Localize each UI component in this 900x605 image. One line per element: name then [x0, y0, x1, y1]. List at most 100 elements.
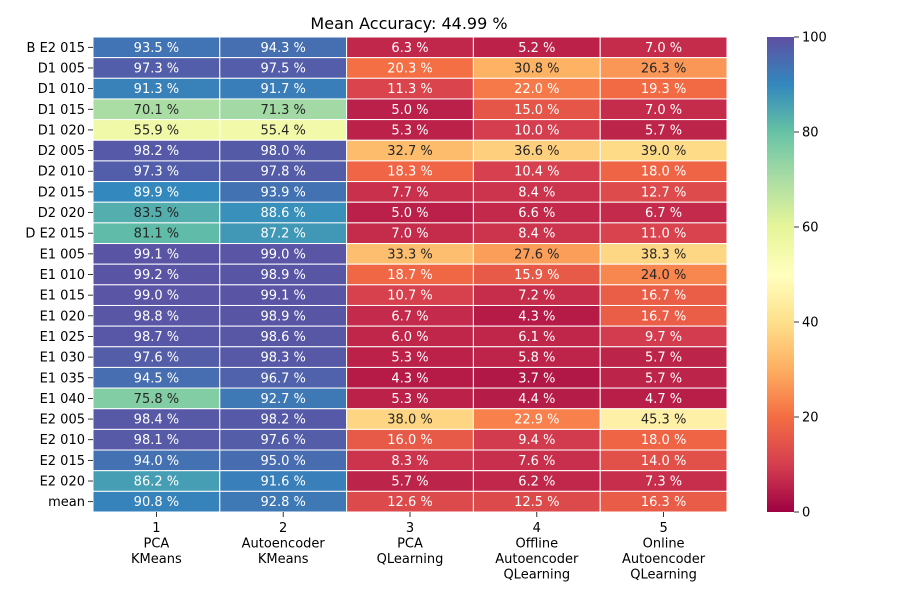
cell-value-label: 93.5 %: [134, 41, 179, 56]
cell-value-label: 26.3 %: [641, 61, 686, 76]
cell-value-label: 5.7 %: [645, 123, 682, 138]
cell-value-label: 33.3 %: [387, 247, 432, 262]
cell-value-label: 22.9 %: [514, 413, 559, 428]
row-label: D2 015: [38, 185, 85, 200]
colorbar-tick-label: 40: [802, 316, 819, 331]
cell-value-label: 86.2 %: [134, 475, 179, 490]
cell-value-label: 87.2 %: [260, 227, 305, 242]
cell-value-label: 98.2 %: [260, 413, 305, 428]
cell-value-label: 83.5 %: [134, 206, 179, 221]
cell-value-label: 22.0 %: [514, 82, 559, 97]
cell-value-label: 90.8 %: [134, 495, 179, 510]
cell-value-label: 32.7 %: [387, 144, 432, 159]
cell-value-label: 38.3 %: [641, 247, 686, 262]
cell-value-label: 10.7 %: [387, 289, 432, 304]
cell-value-label: 5.7 %: [645, 351, 682, 366]
cell-value-label: 81.1 %: [134, 227, 179, 242]
cell-value-label: 6.0 %: [391, 330, 428, 345]
row-label: E2 015: [40, 454, 85, 469]
row-label: E1 025: [40, 330, 85, 345]
cell-value-label: 14.0 %: [641, 454, 686, 469]
cell-value-label: 11.3 %: [387, 82, 432, 97]
cell-value-label: 98.8 %: [134, 309, 179, 324]
column-label: 3 PCA QLearning: [377, 521, 444, 567]
cell-value-label: 8.4 %: [518, 185, 555, 200]
row-label: E1 040: [40, 392, 85, 407]
cell-value-label: 88.6 %: [260, 206, 305, 221]
cell-value-label: 6.1 %: [518, 330, 555, 345]
cell-value-label: 6.6 %: [518, 206, 555, 221]
cell-value-label: 97.3 %: [134, 61, 179, 76]
cell-value-label: 18.7 %: [387, 268, 432, 283]
cell-value-label: 19.3 %: [641, 82, 686, 97]
cell-value-label: 99.2 %: [134, 268, 179, 283]
cell-value-label: 10.0 %: [514, 123, 559, 138]
cell-value-label: 4.7 %: [645, 392, 682, 407]
cell-value-label: 94.0 %: [134, 454, 179, 469]
row-label: E1 035: [40, 371, 85, 386]
colorbar-tick-label: 80: [802, 126, 819, 141]
cell-value-label: 97.6 %: [134, 351, 179, 366]
cell-value-label: 8.3 %: [391, 454, 428, 469]
cell-value-label: 18.0 %: [641, 165, 686, 180]
cell-value-label: 16.7 %: [641, 309, 686, 324]
cell-value-label: 7.0 %: [645, 103, 682, 118]
cell-value-label: 96.7 %: [260, 371, 305, 386]
cell-value-label: 5.3 %: [391, 392, 428, 407]
cell-value-label: 20.3 %: [387, 61, 432, 76]
cell-value-label: 5.0 %: [391, 103, 428, 118]
cell-value-label: 98.9 %: [260, 268, 305, 283]
cell-value-label: 18.3 %: [387, 165, 432, 180]
cell-value-label: 98.0 %: [260, 144, 305, 159]
cell-value-label: 12.6 %: [387, 495, 432, 510]
colorbar-tick-label: 100: [802, 31, 827, 46]
row-label: E1 020: [40, 309, 85, 324]
cell-value-label: 36.6 %: [514, 144, 559, 159]
cell-value-label: 97.3 %: [134, 165, 179, 180]
cell-value-label: 4.3 %: [518, 309, 555, 324]
cell-value-label: 16.0 %: [387, 433, 432, 448]
cell-value-label: 18.0 %: [641, 433, 686, 448]
cell-value-label: 4.3 %: [391, 371, 428, 386]
row-label: E2 010: [40, 433, 85, 448]
cell-value-label: 15.0 %: [514, 103, 559, 118]
cell-value-label: 16.7 %: [641, 289, 686, 304]
cell-value-label: 94.3 %: [260, 41, 305, 56]
row-label: D1 020: [38, 123, 85, 138]
row-label: E1 015: [40, 289, 85, 304]
cell-value-label: 6.7 %: [645, 206, 682, 221]
row-label: D1 005: [38, 61, 85, 76]
cell-value-label: 71.3 %: [260, 103, 305, 118]
row-label: B E2 015: [27, 41, 85, 56]
cell-value-label: 99.0 %: [134, 289, 179, 304]
cell-value-label: 10.4 %: [514, 165, 559, 180]
cell-value-label: 55.9 %: [134, 123, 179, 138]
row-label: E2 005: [40, 413, 85, 428]
chart-title: Mean Accuracy: 44.99 %: [310, 14, 507, 33]
cell-value-label: 70.1 %: [134, 103, 179, 118]
cell-value-label: 91.3 %: [134, 82, 179, 97]
cell-value-label: 7.6 %: [518, 454, 555, 469]
cell-value-label: 92.8 %: [260, 495, 305, 510]
cell-value-label: 97.8 %: [260, 165, 305, 180]
cell-value-label: 39.0 %: [641, 144, 686, 159]
cell-value-label: 6.3 %: [391, 41, 428, 56]
row-labels: B E2 015 D1 005 D1 010 D1 015 D1 020 D2 005 D2…: [25, 41, 93, 510]
cell-value-label: 27.6 %: [514, 247, 559, 262]
cell-value-label: 98.3 %: [260, 351, 305, 366]
cell-value-label: 95.0 %: [260, 454, 305, 469]
cell-value-label: 55.4 %: [260, 123, 305, 138]
cell-value-label: 7.3 %: [645, 475, 682, 490]
row-label: E2 020: [40, 475, 85, 490]
cell-value-label: 99.0 %: [260, 247, 305, 262]
cell-value-label: 98.1 %: [134, 433, 179, 448]
colorbar-tick-label: 20: [802, 411, 819, 426]
cell-value-label: 15.9 %: [514, 268, 559, 283]
cell-value-label: 38.0 %: [387, 413, 432, 428]
colorbar-gradient: [767, 37, 794, 512]
row-label: D2 020: [38, 206, 85, 221]
cell-value-label: 75.8 %: [134, 392, 179, 407]
colorbar-tick-label: 0: [802, 506, 810, 521]
